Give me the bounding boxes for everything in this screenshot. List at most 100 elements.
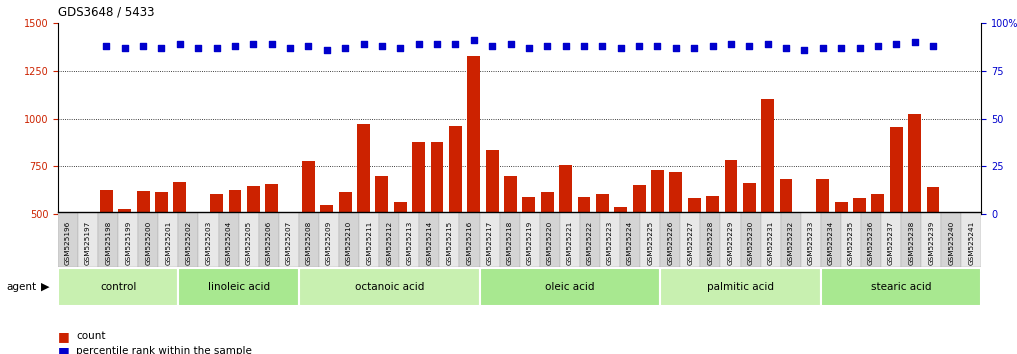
Bar [118,209,131,310]
Bar [486,150,498,310]
Bar [302,161,315,310]
Bar [504,176,517,310]
Bar [468,56,480,310]
Bar [821,268,981,306]
Bar [159,212,178,267]
Bar [155,192,168,310]
Point [300,43,316,49]
Text: GSM525197: GSM525197 [85,221,92,265]
Text: GDS3648 / 5433: GDS3648 / 5433 [58,5,155,18]
Point [815,45,831,51]
Bar [861,212,881,267]
Bar [400,212,419,267]
Text: ■: ■ [58,330,70,343]
Point [245,41,261,47]
Text: GSM525224: GSM525224 [627,221,634,265]
Point [521,45,537,51]
Bar [926,187,940,310]
Text: GSM525199: GSM525199 [125,221,131,265]
Bar [541,192,553,310]
Bar [687,199,701,310]
Point [227,43,243,49]
Point [208,45,225,51]
Text: GSM525211: GSM525211 [366,221,372,265]
Text: GSM525228: GSM525228 [708,221,713,265]
Text: GSM525227: GSM525227 [687,221,694,265]
Bar [375,176,388,310]
Text: GSM525203: GSM525203 [205,221,212,265]
Point [429,41,445,47]
Bar [339,212,359,267]
Bar [320,205,334,310]
Bar [781,212,800,267]
Bar [523,197,535,310]
Text: GSM525219: GSM525219 [527,221,533,265]
Text: oleic acid: oleic acid [545,282,595,292]
Text: GSM525223: GSM525223 [607,221,613,265]
Bar [540,212,559,267]
Point [741,43,758,49]
Point [447,41,464,47]
Bar [499,212,520,267]
Text: GSM525222: GSM525222 [587,221,593,265]
Bar [480,268,660,306]
Bar [660,212,680,267]
Text: GSM525232: GSM525232 [788,221,793,265]
Bar [651,170,664,310]
Text: GSM525206: GSM525206 [265,221,272,265]
Bar [620,212,640,267]
Bar [174,182,186,310]
Bar [284,213,297,310]
Point [484,43,500,49]
Text: GSM525226: GSM525226 [667,221,673,265]
Point [723,41,739,47]
Bar [853,199,865,310]
Bar [640,212,660,267]
Point [355,41,371,47]
Bar [439,212,460,267]
Bar [942,212,961,267]
Point [337,45,353,51]
Bar [138,212,159,267]
Text: GSM525200: GSM525200 [145,221,152,265]
Bar [299,268,480,306]
Bar [247,187,259,310]
Point [594,43,610,49]
Bar [596,194,609,310]
Text: GSM525202: GSM525202 [185,221,191,265]
Bar [798,213,811,310]
Bar [817,179,829,310]
Bar [136,191,149,310]
Text: control: control [100,282,136,292]
Point [686,45,703,51]
Text: GSM525221: GSM525221 [566,221,573,265]
Point [576,43,592,49]
Point [393,45,409,51]
Text: GSM525196: GSM525196 [65,221,71,265]
Bar [720,212,740,267]
Point [851,45,868,51]
Text: linoleic acid: linoleic acid [207,282,270,292]
Text: GSM525198: GSM525198 [105,221,111,265]
Bar [229,190,241,310]
Bar [614,207,627,310]
Bar [359,212,379,267]
Point [135,43,152,49]
Bar [835,202,847,310]
Bar [908,114,921,310]
Point [888,41,904,47]
Text: stearic acid: stearic acid [871,282,932,292]
Text: GSM525238: GSM525238 [908,221,914,265]
Text: ■: ■ [58,345,70,354]
Point [557,43,574,49]
Bar [901,212,921,267]
Text: GSM525239: GSM525239 [929,221,935,265]
Point [172,41,188,47]
Text: GSM525214: GSM525214 [426,221,432,265]
Text: GSM525241: GSM525241 [968,221,974,265]
Point [99,43,115,49]
Bar [178,212,198,267]
Bar [890,127,903,310]
Bar [299,212,319,267]
Point [924,43,941,49]
